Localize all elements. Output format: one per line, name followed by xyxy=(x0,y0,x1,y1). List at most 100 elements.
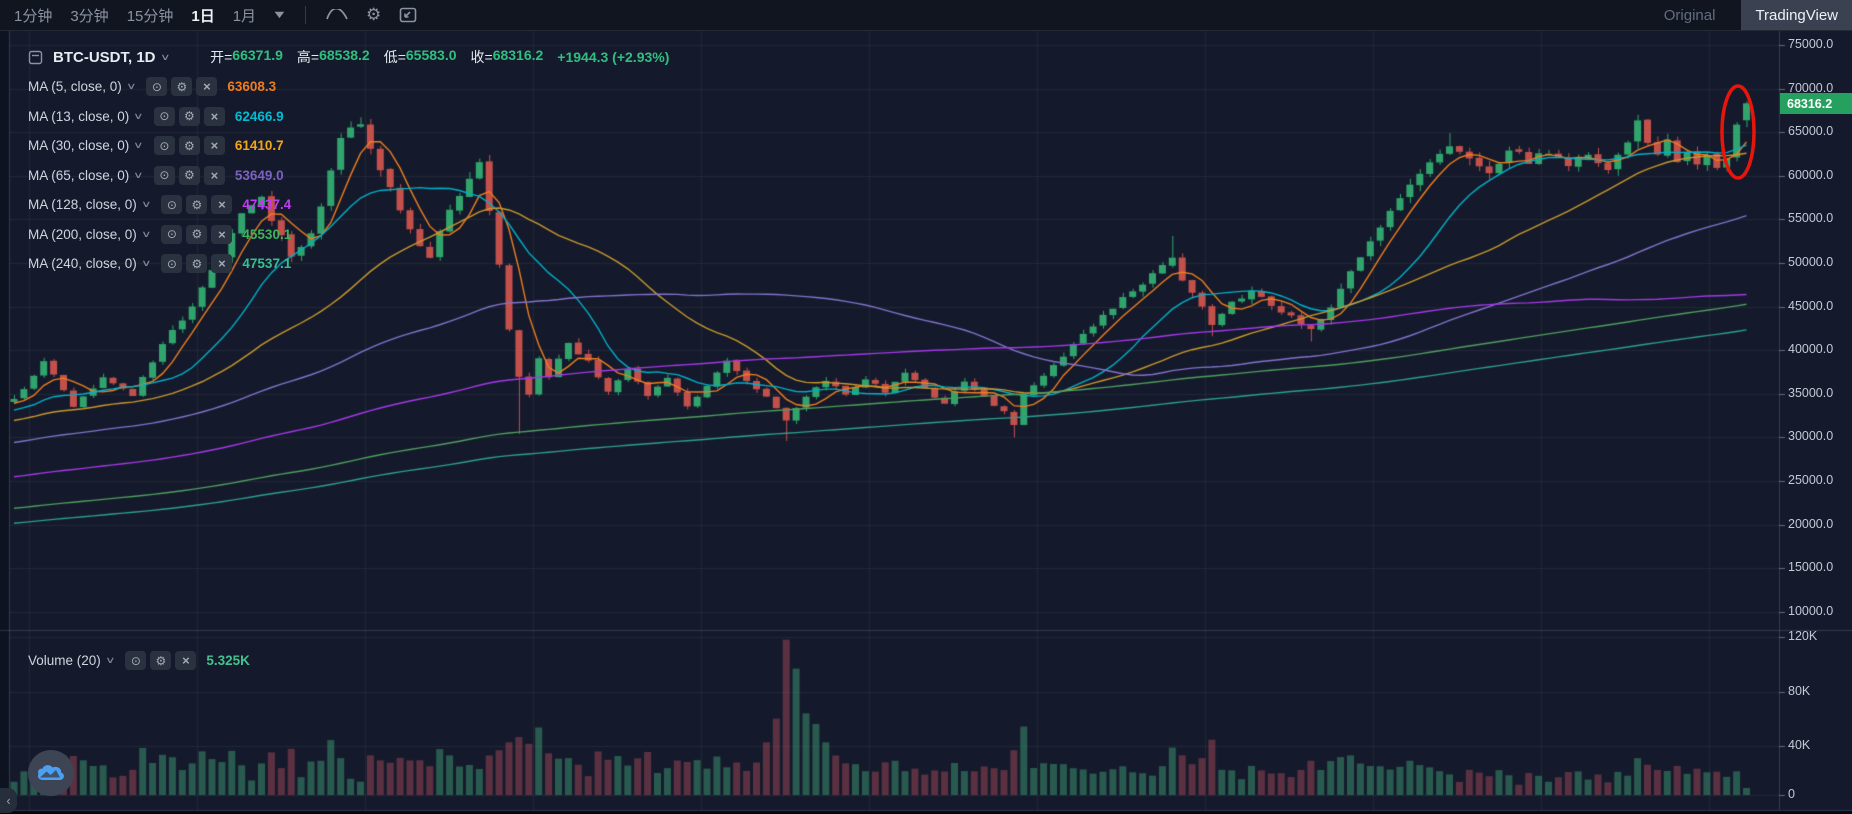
remove-button[interactable]: × xyxy=(211,224,233,244)
chevron-down-icon[interactable]: ∨ xyxy=(125,81,137,91)
visibility-toggle-button[interactable]: ⊙ xyxy=(153,106,175,126)
toolbar-divider xyxy=(304,6,306,24)
settings-button[interactable]: ⚙ xyxy=(186,254,208,273)
chevron-down-icon[interactable]: ∨ xyxy=(140,228,152,239)
chevron-down-icon[interactable]: ∨ xyxy=(133,140,144,150)
gear-icon[interactable]: ⚙ xyxy=(365,5,382,24)
chevron-down-icon[interactable]: ∨ xyxy=(133,169,144,180)
indicator-value: 47437.4 xyxy=(242,197,292,212)
chevron-down-icon[interactable]: ∨ xyxy=(140,258,152,268)
chevron-down-icon[interactable]: ∨ xyxy=(140,199,152,209)
remove-button[interactable]: × xyxy=(203,106,225,126)
visibility-toggle-button[interactable]: ⊙ xyxy=(161,254,183,273)
visibility-toggle-button[interactable]: ⊙ xyxy=(153,136,175,155)
indicator-row: MA (5, close, 0) ∨ ⊙ ⚙ × 63608.3 xyxy=(28,74,669,100)
interval-button[interactable]: 15分钟 xyxy=(126,7,174,25)
screenshot-icon[interactable] xyxy=(399,7,417,23)
price-axis-label: 20000.0 xyxy=(1788,516,1834,531)
indicator-list: MA (5, close, 0) ∨ ⊙ ⚙ × 63608.3 MA (13, close… xyxy=(28,74,669,277)
collapse-legend-icon[interactable] xyxy=(28,50,43,65)
indicator-label[interactable]: MA (5, close, 0) xyxy=(28,79,122,94)
indicator-label[interactable]: MA (128, close, 0) xyxy=(28,197,137,212)
settings-button[interactable]: ⚙ xyxy=(186,195,208,214)
remove-button[interactable]: × xyxy=(175,651,197,670)
interval-button[interactable]: 3分钟 xyxy=(70,7,109,25)
price-axis-label: 50000.0 xyxy=(1788,255,1834,269)
indicator-value: 62466.9 xyxy=(234,108,284,124)
settings-button[interactable]: ⚙ xyxy=(178,136,200,155)
indicator-label[interactable]: MA (200, close, 0) xyxy=(28,226,137,242)
indicator-buttons: ⊙ ⚙ × xyxy=(161,254,233,273)
ohlc-value: 68316.2 xyxy=(492,47,544,63)
visibility-toggle-button[interactable]: ⊙ xyxy=(146,77,168,96)
indicator-buttons: ⊙ ⚙ × xyxy=(153,106,225,126)
top-toolbar: 1分钟 3分钟 15分钟 1日 1月 ▼ ⚙ Original TradingView xyxy=(0,0,1852,31)
ohlc-label: 高= xyxy=(296,49,320,65)
symbol-title[interactable]: BTC-USDT, 1D xyxy=(53,48,156,66)
indicator-label[interactable]: MA (13, close, 0) xyxy=(28,108,130,124)
price-axis-label: 65000.0 xyxy=(1788,124,1834,139)
visibility-toggle-button[interactable]: ⊙ xyxy=(153,165,175,185)
symbol-row: BTC-USDT, 1D ∨ 开= 66371.9 高= 68538.2 低= 65583… xyxy=(28,44,669,70)
ohlc-value: 68538.2 xyxy=(319,47,370,63)
tradingview-tab[interactable]: TradingView xyxy=(1741,0,1852,30)
ohlc-pair: 高= 68538.2 xyxy=(297,47,370,67)
highlight-ellipse-annotation[interactable] xyxy=(1718,82,1758,182)
chevron-down-icon[interactable]: ∨ xyxy=(159,51,171,62)
indicator-value: 61410.7 xyxy=(234,138,284,153)
collapse-drawing-toolbar-button[interactable]: ‹ xyxy=(0,788,17,813)
settings-button[interactable]: ⚙ xyxy=(178,106,200,126)
indicator-row: MA (200, close, 0) ∨ ⊙ ⚙ × 45530.1 xyxy=(28,221,669,247)
visibility-toggle-button[interactable]: ⊙ xyxy=(125,651,147,670)
price-axis-label: 15000.0 xyxy=(1788,560,1834,575)
indicator-label[interactable]: Volume (20) xyxy=(28,653,101,668)
ohlc-value: 66371.9 xyxy=(232,47,283,63)
chevron-down-icon[interactable]: ∨ xyxy=(133,110,144,121)
indicator-label[interactable]: MA (65, close, 0) xyxy=(28,167,130,183)
price-axis-label: 60000.0 xyxy=(1788,167,1834,182)
line-style-icon[interactable] xyxy=(326,9,348,21)
price-axis-label: 55000.0 xyxy=(1788,211,1834,226)
indicator-value: 47537.1 xyxy=(242,256,292,271)
change-value: +1944.3 (+2.93%) xyxy=(557,49,670,65)
volume-axis-label: 40K xyxy=(1788,738,1811,752)
indicator-label[interactable]: MA (30, close, 0) xyxy=(28,138,130,153)
indicator-row: MA (13, close, 0) ∨ ⊙ ⚙ × 62466.9 xyxy=(28,103,669,129)
ohlc-values: 开= 66371.9 高= 68538.2 低= 65583.0 收= 68316.2 +194… xyxy=(210,47,669,67)
original-tab[interactable]: Original xyxy=(1663,6,1716,24)
price-axis-label: 25000.0 xyxy=(1788,473,1834,487)
chart-legend: BTC-USDT, 1D ∨ 开= 66371.9 高= 68538.2 低= 65583… xyxy=(28,44,669,277)
chevron-down-icon[interactable]: ▼ xyxy=(271,9,288,21)
price-axis-label: 35000.0 xyxy=(1788,385,1834,400)
ohlc-label: 收= xyxy=(470,49,493,65)
indicator-value: 63608.3 xyxy=(227,79,277,94)
indicator-buttons: ⊙ ⚙ × xyxy=(161,195,233,214)
price-axis-label: 45000.0 xyxy=(1788,298,1834,313)
remove-button[interactable]: × xyxy=(196,77,218,96)
settings-button[interactable]: ⚙ xyxy=(186,224,208,244)
interval-button[interactable]: 1日 xyxy=(191,7,215,25)
indicator-row: MA (65, close, 0) ∨ ⊙ ⚙ × 53649.0 xyxy=(28,162,669,188)
settings-button[interactable]: ⚙ xyxy=(150,651,172,670)
remove-button[interactable]: × xyxy=(211,254,233,273)
remove-button[interactable]: × xyxy=(203,165,225,185)
visibility-toggle-button[interactable]: ⊙ xyxy=(161,224,183,244)
indicator-label[interactable]: MA (240, close, 0) xyxy=(28,256,137,271)
remove-button[interactable]: × xyxy=(203,136,225,155)
ohlc-label: 开= xyxy=(210,49,233,65)
interval-button[interactable]: 1分钟 xyxy=(14,7,53,25)
cloud-logo-icon xyxy=(37,765,64,780)
visibility-toggle-button[interactable]: ⊙ xyxy=(161,195,183,214)
settings-button[interactable]: ⚙ xyxy=(171,77,193,96)
settings-button[interactable]: ⚙ xyxy=(178,165,200,185)
app-logo[interactable] xyxy=(28,750,74,796)
interval-button[interactable]: 1月 xyxy=(232,7,257,25)
price-axis-label: 70000.0 xyxy=(1788,80,1834,95)
indicator-buttons: ⊙ ⚙ × xyxy=(125,651,197,670)
ohlc-label: 低= xyxy=(383,49,406,65)
remove-button[interactable]: × xyxy=(211,195,233,214)
chevron-down-icon[interactable]: ∨ xyxy=(104,655,116,665)
indicator-row: MA (128, close, 0) ∨ ⊙ ⚙ × 47437.4 xyxy=(28,192,669,218)
